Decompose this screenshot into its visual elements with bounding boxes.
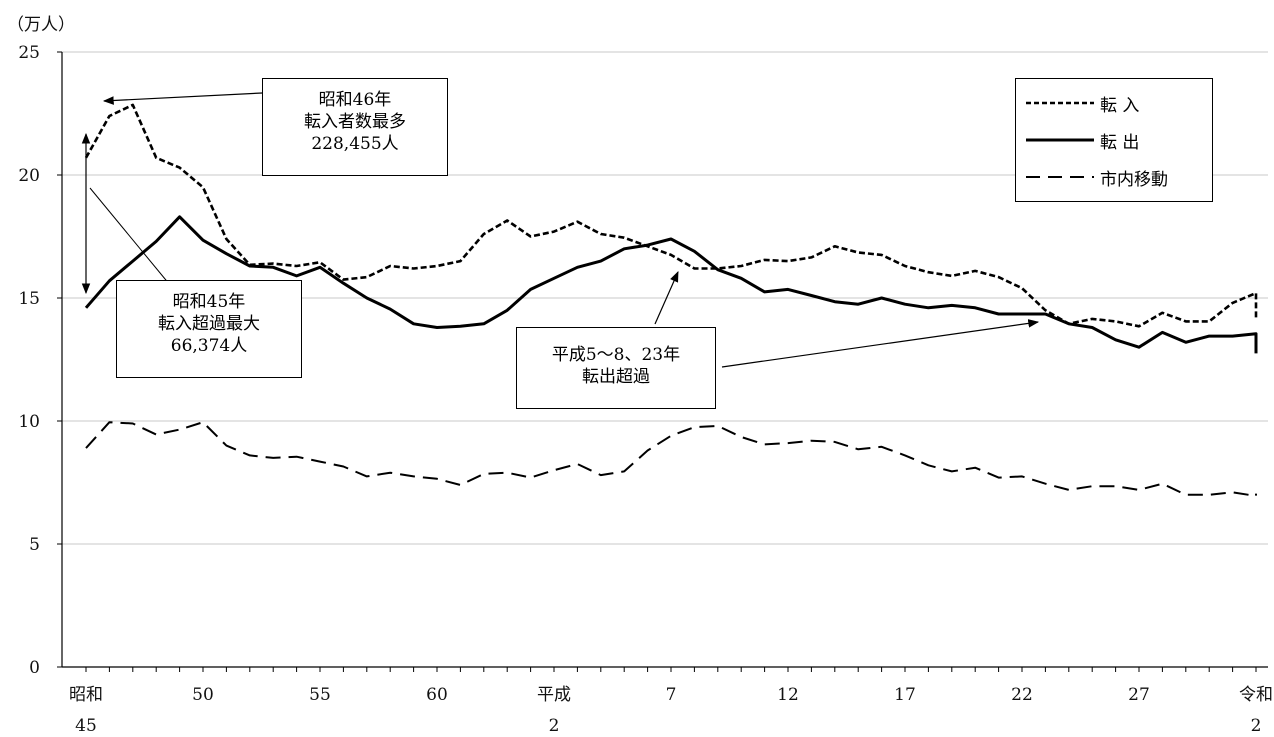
x-tick-label: 平成: [537, 685, 571, 705]
x-tick-label: 50: [192, 685, 214, 705]
series-line-intracity: [85, 421, 1257, 497]
leader-net-range: [89, 187, 171, 286]
x-tick-label: 2: [549, 716, 560, 736]
y-tick-label: 10: [18, 412, 40, 432]
y-tick-label: 15: [18, 289, 40, 309]
annotation-arrows: [81, 92, 1040, 368]
annotation-max-inflow: 昭和46年 転入者数最多 228,455人: [262, 78, 448, 176]
y-tick-label: 25: [18, 43, 40, 63]
y-tick-label: 0: [29, 658, 40, 678]
annotation-line: 平成5～8、23年: [551, 345, 681, 365]
legend-label: 市内移動: [1100, 169, 1168, 190]
arrow-outflow-1995: [654, 271, 679, 325]
y-tick-label: 20: [18, 166, 40, 186]
legend-label: 転 入: [1100, 95, 1140, 116]
series-lines: [84, 103, 1258, 497]
y-unit-label: （万人）: [7, 15, 75, 35]
y-tick-label: 5: [29, 535, 40, 555]
legend-label: 転 出: [1100, 132, 1140, 153]
annotation-max-net-inflow: 昭和45年 転入超過最大 66,374人: [116, 280, 302, 378]
annotation-line: 転入超過最大: [158, 314, 260, 334]
x-tick-label: 昭和: [69, 685, 103, 705]
x-tick-label: 60: [426, 685, 448, 705]
x-tick-label: 55: [309, 685, 331, 705]
annotation-line: 66,374人: [170, 336, 248, 356]
axes: [57, 51, 1268, 672]
x-tick-label: 12: [777, 685, 799, 705]
annotation-line: 228,455人: [311, 134, 399, 154]
legend-item-outflow: 転 出: [1026, 128, 1140, 153]
series-line-outflow: [84, 215, 1258, 354]
annotation-line: 転出超過: [582, 367, 650, 387]
annotation-line: 昭和45年: [172, 292, 246, 312]
x-tick-label: 7: [666, 685, 677, 705]
x-tick-label: 2: [1251, 716, 1262, 736]
arrow-outflow-2011: [721, 319, 1040, 368]
x-tick-label: 17: [894, 685, 916, 705]
x-tick-label: 27: [1128, 685, 1150, 705]
legend-item-inflow: 転 入: [1026, 91, 1140, 116]
annotation-net-outflow: 平成5～8、23年 転出超過: [516, 327, 716, 409]
legend-item-intracity: 市内移動: [1026, 165, 1168, 190]
arrow-max-inflow: [102, 92, 263, 105]
x-tick-label: 22: [1011, 685, 1033, 705]
annotation-line: 昭和46年: [318, 90, 392, 110]
legend: 転 入 転 出 市内移動: [1015, 78, 1213, 202]
annotation-line: 転入者数最多: [304, 112, 406, 132]
x-tick-label: 令和: [1239, 685, 1273, 705]
x-tick-label: 45: [75, 716, 97, 736]
